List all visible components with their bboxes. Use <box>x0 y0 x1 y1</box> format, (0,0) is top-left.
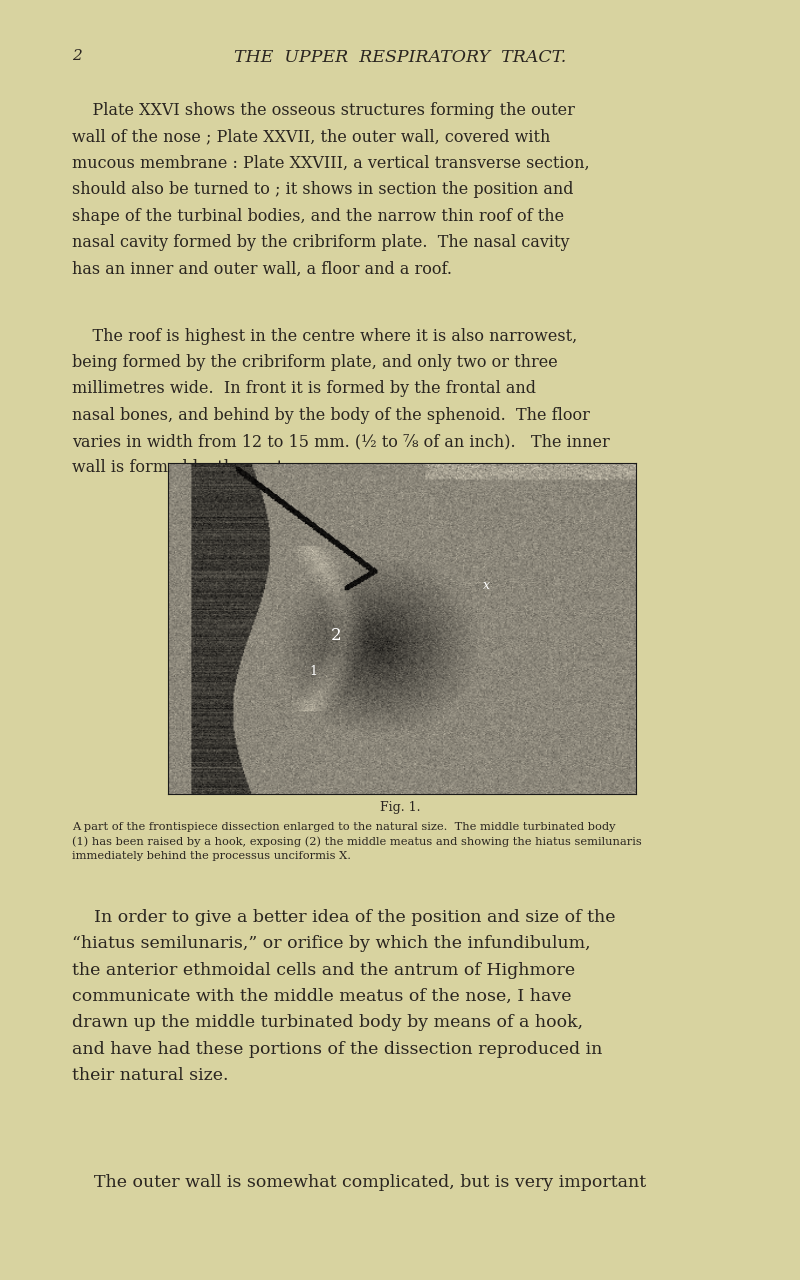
Text: Fig. 1.: Fig. 1. <box>380 801 420 814</box>
Text: The outer wall is somewhat complicated, but is very important: The outer wall is somewhat complicated, … <box>72 1174 646 1190</box>
Text: THE  UPPER  RESPIRATORY  TRACT.: THE UPPER RESPIRATORY TRACT. <box>234 49 566 65</box>
Text: A part of the frontispiece dissection enlarged to the natural size.  The middle : A part of the frontispiece dissection en… <box>72 822 642 861</box>
Text: 1: 1 <box>309 664 317 678</box>
Text: In order to give a better idea of the position and size of the
“hiatus semilunar: In order to give a better idea of the po… <box>72 909 615 1084</box>
Text: The roof is highest in the centre where it is also narrowest,
being formed by th: The roof is highest in the centre where … <box>72 328 610 476</box>
Text: 2: 2 <box>72 49 82 63</box>
Text: Plate XXVI shows the osseous structures forming the outer
wall of the nose ; Pla: Plate XXVI shows the osseous structures … <box>72 102 590 278</box>
Text: x: x <box>482 579 490 593</box>
Text: 2: 2 <box>331 627 342 644</box>
